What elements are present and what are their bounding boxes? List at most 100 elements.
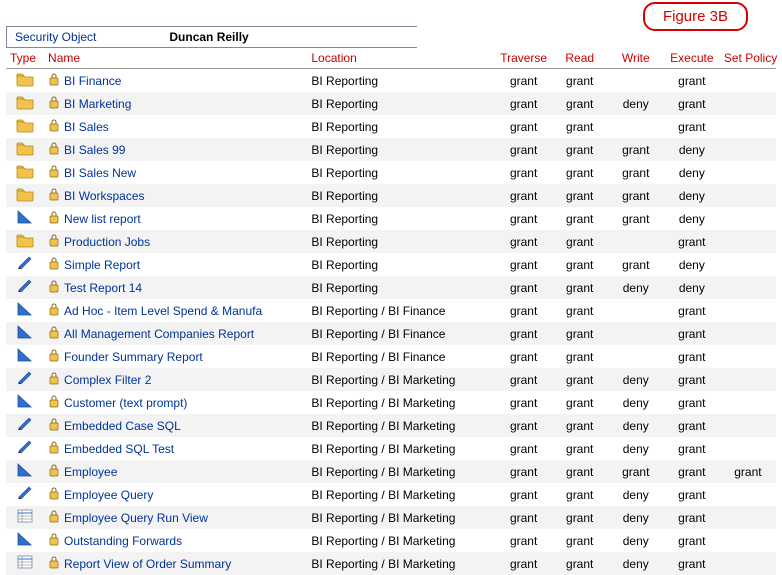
lock-icon <box>48 417 60 434</box>
object-name-link[interactable]: All Management Companies Report <box>64 327 254 341</box>
setpolicy-cell <box>720 414 776 437</box>
object-name-link[interactable]: Customer (text prompt) <box>64 396 187 410</box>
object-name-link[interactable]: Employee Query <box>64 488 153 502</box>
permissions-table: Type Name Location Traverse Read Write E… <box>6 48 776 575</box>
table-row[interactable]: Embedded SQL TestBI Reporting / BI Marke… <box>6 437 776 460</box>
folder-icon <box>16 99 34 113</box>
read-cell: grant <box>552 115 608 138</box>
object-name-link[interactable]: BI Sales New <box>64 166 136 180</box>
write-cell: grant <box>608 253 664 276</box>
object-name-link[interactable]: Report View of Order Summary <box>64 557 231 571</box>
read-cell: grant <box>552 368 608 391</box>
object-name-link[interactable]: New list report <box>64 212 141 226</box>
name-cell: Outstanding Forwards <box>44 529 307 552</box>
traverse-cell: grant <box>496 368 552 391</box>
object-name-link[interactable]: BI Marketing <box>64 97 131 111</box>
execute-cell: grant <box>664 368 720 391</box>
name-cell: New list report <box>44 207 307 230</box>
table-row[interactable]: BI Sales NewBI Reportinggrantgrantgrantd… <box>6 161 776 184</box>
object-name-link[interactable]: Employee <box>64 465 117 479</box>
execute-cell: grant <box>664 529 720 552</box>
table-row[interactable]: Simple ReportBI Reportinggrantgrantgrant… <box>6 253 776 276</box>
table-row[interactable]: Employee QueryBI Reporting / BI Marketin… <box>6 483 776 506</box>
table-row[interactable]: BI Sales 99BI Reportinggrantgrantgrantde… <box>6 138 776 161</box>
table-row[interactable]: Founder Summary ReportBI Reporting / BI … <box>6 345 776 368</box>
table-row[interactable]: Embedded Case SQLBI Reporting / BI Marke… <box>6 414 776 437</box>
object-name-link[interactable]: Complex Filter 2 <box>64 373 151 387</box>
table-row[interactable]: Complex Filter 2BI Reporting / BI Market… <box>6 368 776 391</box>
col-header-location[interactable]: Location <box>307 48 495 69</box>
col-header-traverse[interactable]: Traverse <box>496 48 552 69</box>
name-cell: BI Marketing <box>44 92 307 115</box>
type-cell <box>6 322 44 345</box>
type-cell <box>6 391 44 414</box>
write-cell: deny <box>608 483 664 506</box>
object-name-link[interactable]: Simple Report <box>64 258 140 272</box>
setpolicy-cell <box>720 322 776 345</box>
col-header-write[interactable]: Write <box>608 48 664 69</box>
type-cell <box>6 552 44 575</box>
object-name-link[interactable]: Embedded SQL Test <box>64 442 174 456</box>
location-cell: BI Reporting <box>307 92 495 115</box>
traverse-cell: grant <box>496 207 552 230</box>
read-cell: grant <box>552 322 608 345</box>
type-cell <box>6 184 44 207</box>
write-cell <box>608 345 664 368</box>
table-row[interactable]: BI WorkspacesBI Reportinggrantgrantgrant… <box>6 184 776 207</box>
object-name-link[interactable]: BI Sales 99 <box>64 143 125 157</box>
type-cell <box>6 414 44 437</box>
setsquare-icon <box>16 352 34 366</box>
table-row[interactable]: BI SalesBI Reportinggrantgrantgrant <box>6 115 776 138</box>
object-name-link[interactable]: BI Finance <box>64 74 121 88</box>
table-row[interactable]: Outstanding ForwardsBI Reporting / BI Ma… <box>6 529 776 552</box>
table-row[interactable]: New list reportBI Reportinggrantgrantgra… <box>6 207 776 230</box>
object-name-link[interactable]: BI Sales <box>64 120 109 134</box>
table-row[interactable]: BI FinanceBI Reportinggrantgrantgrant <box>6 69 776 93</box>
table-row[interactable]: Ad Hoc - Item Level Spend & ManufaBI Rep… <box>6 299 776 322</box>
location-cell: BI Reporting <box>307 69 495 93</box>
lock-icon <box>48 164 60 181</box>
table-row[interactable]: BI MarketingBI Reportinggrantgrantdenygr… <box>6 92 776 115</box>
traverse-cell: grant <box>496 460 552 483</box>
table-row[interactable]: Production JobsBI Reportinggrantgrantgra… <box>6 230 776 253</box>
object-name-link[interactable]: Ad Hoc - Item Level Spend & Manufa <box>64 304 262 318</box>
read-cell: grant <box>552 506 608 529</box>
security-object-header: Security Object Duncan Reilly <box>6 26 417 48</box>
object-name-link[interactable]: Production Jobs <box>64 235 150 249</box>
setpolicy-cell <box>720 253 776 276</box>
table-row[interactable]: EmployeeBI Reporting / BI Marketinggrant… <box>6 460 776 483</box>
setsquare-icon <box>16 398 34 412</box>
object-name-link[interactable]: Embedded Case SQL <box>64 419 181 433</box>
read-cell: grant <box>552 391 608 414</box>
object-name-link[interactable]: Outstanding Forwards <box>64 534 182 548</box>
col-header-read[interactable]: Read <box>552 48 608 69</box>
table-row[interactable]: Test Report 14BI Reportinggrantgrantdeny… <box>6 276 776 299</box>
pencil-icon <box>16 490 34 504</box>
read-cell: grant <box>552 230 608 253</box>
col-header-execute[interactable]: Execute <box>664 48 720 69</box>
name-cell: Customer (text prompt) <box>44 391 307 414</box>
object-name-link[interactable]: Employee Query Run View <box>64 511 208 525</box>
figure-label: Figure 3B <box>643 2 748 31</box>
grid-view-icon <box>16 559 34 573</box>
col-header-name[interactable]: Name <box>44 48 307 69</box>
table-row[interactable]: Customer (text prompt)BI Reporting / BI … <box>6 391 776 414</box>
execute-cell: deny <box>664 138 720 161</box>
table-row[interactable]: Employee Query Run ViewBI Reporting / BI… <box>6 506 776 529</box>
write-cell: deny <box>608 391 664 414</box>
read-cell: grant <box>552 207 608 230</box>
object-name-link[interactable]: Founder Summary Report <box>64 350 203 364</box>
col-header-setpolicy[interactable]: Set Policy <box>720 48 776 69</box>
object-name-link[interactable]: Test Report 14 <box>64 281 142 295</box>
traverse-cell: grant <box>496 276 552 299</box>
col-header-type[interactable]: Type <box>6 48 44 69</box>
name-cell: Founder Summary Report <box>44 345 307 368</box>
setpolicy-cell <box>720 92 776 115</box>
type-cell <box>6 253 44 276</box>
object-name-link[interactable]: BI Workspaces <box>64 189 144 203</box>
lock-icon <box>48 532 60 549</box>
table-row[interactable]: Report View of Order SummaryBI Reporting… <box>6 552 776 575</box>
name-cell: Employee <box>44 460 307 483</box>
location-cell: BI Reporting <box>307 115 495 138</box>
table-row[interactable]: All Management Companies ReportBI Report… <box>6 322 776 345</box>
